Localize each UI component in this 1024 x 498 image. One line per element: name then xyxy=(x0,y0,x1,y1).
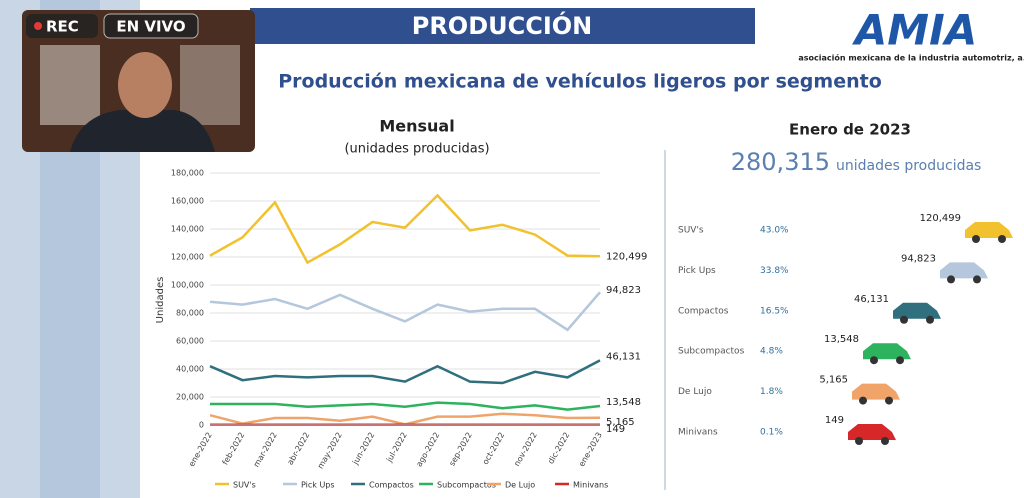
car-body xyxy=(848,424,896,440)
legend-label: SUV's xyxy=(233,481,256,490)
car-icon xyxy=(863,343,911,365)
segment-name: De Lujo xyxy=(678,387,712,397)
car-wheel xyxy=(947,275,955,284)
y-tick-label: 140,000 xyxy=(171,225,204,234)
car-wheel xyxy=(973,275,981,284)
segment-name: Subcompactos xyxy=(678,347,745,357)
series-line xyxy=(209,359,601,385)
y-tick-label: 120,000 xyxy=(171,253,204,262)
live-pill xyxy=(103,13,199,39)
car-wheel xyxy=(926,315,934,324)
car-body xyxy=(940,262,988,279)
window xyxy=(40,45,100,125)
header-bar xyxy=(250,8,755,44)
car-wheel xyxy=(859,396,867,405)
segment-share: 1.8% xyxy=(760,387,783,397)
car-body xyxy=(852,383,900,400)
segment-share: 0.1% xyxy=(760,428,783,438)
series-line xyxy=(210,401,601,411)
car-body xyxy=(965,222,1013,238)
data-label: 5,165 xyxy=(606,417,635,428)
person-head xyxy=(118,52,172,118)
segment-name: SUV's xyxy=(678,226,704,236)
window xyxy=(180,45,240,125)
car-body xyxy=(893,302,941,319)
chart-title: Mensual xyxy=(379,117,454,136)
header-title: PRODUCCIÓN xyxy=(412,10,593,40)
legend-label: Compactos xyxy=(369,481,414,490)
legend-label: Minivans xyxy=(573,481,608,490)
data-label: 94,823 xyxy=(606,285,641,296)
slide-title: Producción mexicana de vehículos ligeros… xyxy=(278,71,882,93)
data-label: 149 xyxy=(606,424,625,435)
person-body xyxy=(70,110,215,152)
segment-share: 43.0% xyxy=(760,226,789,236)
legend-label: Subcompactos xyxy=(437,481,496,490)
segment-name: Pick Ups xyxy=(678,266,716,276)
series-line xyxy=(209,291,601,332)
segment-share: 33.8% xyxy=(760,266,789,276)
logo: AMIA xyxy=(852,6,977,55)
data-label: 46,131 xyxy=(606,351,641,362)
webcam: REC EN VIVO xyxy=(22,10,255,152)
car-icon xyxy=(848,424,896,445)
segment-value: 94,823 xyxy=(901,253,936,264)
car-body xyxy=(863,343,911,360)
legend-label: Pick Ups xyxy=(301,481,335,490)
series-line xyxy=(209,193,601,265)
summary-total: 280,315 xyxy=(731,148,830,176)
y-tick-label: 0 xyxy=(199,421,204,430)
car-icon xyxy=(893,302,941,324)
segment-value: 5,165 xyxy=(819,375,848,386)
car-wheel xyxy=(885,396,893,405)
segment-share: 4.8% xyxy=(760,347,783,357)
y-axis-label: Unidades xyxy=(155,277,166,324)
y-tick-label: 60,000 xyxy=(176,337,204,346)
car-wheel xyxy=(998,235,1006,243)
rec-label: REC xyxy=(46,18,79,36)
y-tick-label: 20,000 xyxy=(176,393,204,402)
live-label: EN VIVO xyxy=(116,18,185,36)
y-tick-label: 180,000 xyxy=(171,169,204,178)
legend-label: De Lujo xyxy=(505,481,535,490)
segment-name: Compactos xyxy=(678,306,729,316)
segment-share: 16.5% xyxy=(760,306,789,316)
car-wheel xyxy=(881,437,889,445)
rec-pill xyxy=(26,14,98,38)
chart-subtitle: (unidades producidas) xyxy=(344,142,489,157)
y-tick-label: 40,000 xyxy=(176,365,204,374)
rec-dot xyxy=(34,22,42,30)
car-icon xyxy=(852,383,900,405)
segment-value: 46,131 xyxy=(854,294,889,305)
car-icon xyxy=(965,222,1013,243)
y-tick-label: 100,000 xyxy=(171,281,204,290)
data-label: 120,499 xyxy=(606,251,647,262)
segment-value: 13,548 xyxy=(824,334,859,345)
summary-title: Enero de 2023 xyxy=(789,121,911,139)
car-wheel xyxy=(972,235,980,243)
segment-name: Minivans xyxy=(678,428,718,438)
y-tick-label: 160,000 xyxy=(171,197,204,206)
summary-total-label: unidades producidas xyxy=(836,158,981,174)
car-wheel xyxy=(855,437,863,445)
car-icon xyxy=(940,262,988,284)
car-wheel xyxy=(870,356,878,365)
segment-value: 120,499 xyxy=(920,213,961,224)
y-tick-label: 80,000 xyxy=(176,309,204,318)
car-wheel xyxy=(900,315,908,324)
car-wheel xyxy=(896,356,904,365)
logo-subtitle: asociación mexicana de la industria auto… xyxy=(798,53,1024,63)
data-label: 13,548 xyxy=(606,397,641,408)
segment-value: 149 xyxy=(825,415,844,426)
